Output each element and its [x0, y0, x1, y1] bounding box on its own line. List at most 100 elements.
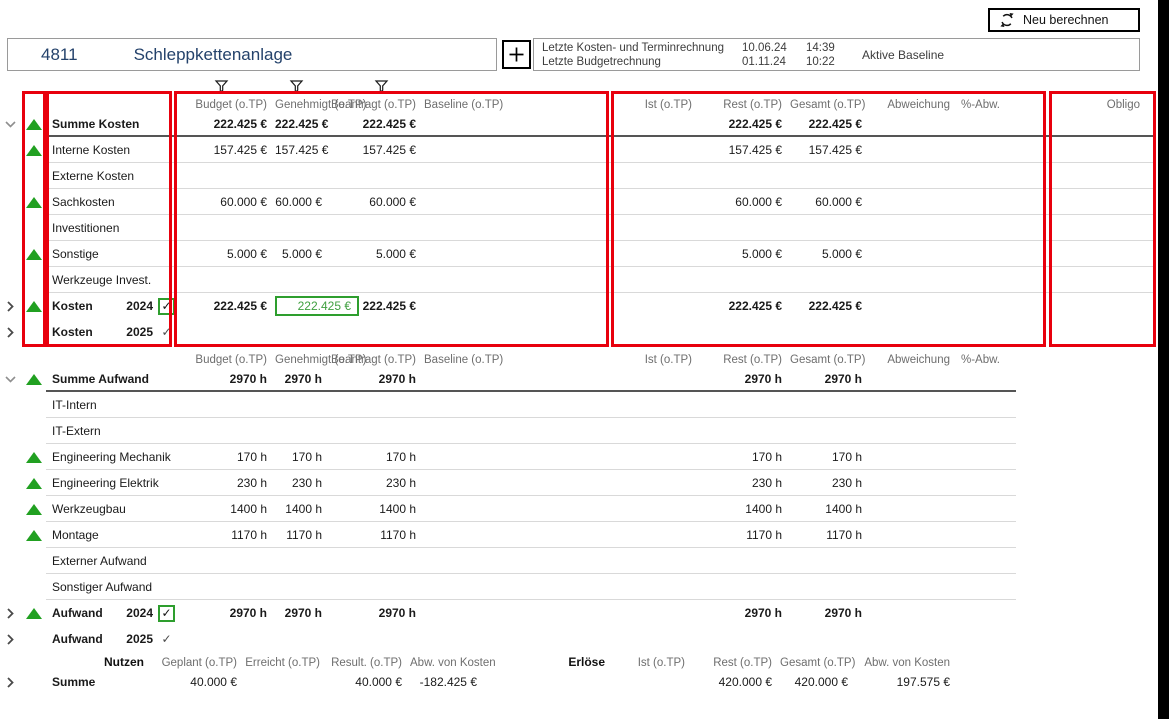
indicator-cell — [21, 392, 46, 418]
filter-icon[interactable] — [374, 80, 389, 99]
row-label: Montage — [52, 528, 99, 542]
indicator-cell — [21, 574, 46, 600]
value-cell: 230 h — [831, 476, 862, 490]
row-label: Aufwand — [52, 632, 103, 646]
column-header: Abweichung — [887, 354, 950, 366]
column-header: Abw. von Kosten — [864, 657, 950, 669]
chevron-placeholder — [0, 418, 21, 444]
chevron-down-icon[interactable] — [0, 366, 21, 392]
value-cell: 1400 h — [379, 502, 416, 516]
filter-icon[interactable] — [289, 80, 304, 99]
column-header: Ist (o.TP) — [644, 354, 692, 366]
column-header: Rest (o.TP) — [723, 354, 782, 366]
chevron-right-icon[interactable] — [0, 319, 21, 345]
selected-cell-value[interactable]: 222.425 € — [275, 296, 359, 316]
column-header: Obligo — [1106, 99, 1140, 111]
refresh-icon — [999, 12, 1015, 28]
row-label: Summe Kosten — [52, 117, 140, 131]
chevron-placeholder — [0, 215, 21, 241]
last-budget-date: 01.11.24 — [742, 55, 786, 68]
chevron-right-icon[interactable] — [0, 669, 21, 695]
project-id: 4811 — [41, 44, 78, 64]
indicator-cell — [21, 600, 46, 626]
row-label: IT-Intern — [52, 398, 97, 412]
indicator-cell — [21, 444, 46, 470]
chevron-right-icon[interactable] — [0, 293, 21, 319]
column-header: Erreicht (o.TP) — [245, 657, 320, 669]
table-row: Montage 1170 h 1170 h 1170 h 1170 h 1170 h — [0, 522, 1155, 548]
table-row: Externe Kosten — [0, 163, 1155, 189]
status-up-indicator-icon — [25, 248, 42, 260]
column-header: Baseline (o.TP) — [424, 354, 504, 366]
chevron-right-icon[interactable] — [0, 626, 21, 652]
table-row: Investitionen — [0, 215, 1155, 241]
value-cell: 5.000 € — [226, 247, 267, 261]
status-up-indicator-icon — [25, 373, 42, 385]
value-cell: 170 h — [236, 450, 267, 464]
add-button[interactable] — [502, 40, 531, 69]
value-cell: 2970 h — [378, 372, 416, 386]
year-checkbox[interactable]: ✓ — [158, 630, 175, 648]
row-label: Kosten — [52, 299, 93, 313]
row-label-cell: Investitionen — [46, 215, 175, 241]
chevron-placeholder — [0, 496, 21, 522]
value-cell: 60.000 € — [220, 195, 267, 209]
year-checkbox[interactable]: ✓ — [158, 323, 175, 341]
value-cell: 60.000 € — [275, 195, 322, 209]
row-label-cell: Interne Kosten — [46, 137, 175, 163]
column-header: Budget (o.TP) — [195, 354, 267, 366]
indicator-cell — [21, 522, 46, 548]
column-header: Beantragt (o.TP) — [330, 99, 416, 111]
table-row: Aufwand 2024 ✓ 2970 h 2970 h 2970 h 2970 h 2970… — [0, 600, 1155, 626]
year-checkbox[interactable]: ✓ — [158, 604, 175, 622]
column-header: Gesamt (o.TP) — [780, 657, 856, 669]
chevron-placeholder — [0, 522, 21, 548]
row-label: Sonstige — [52, 247, 99, 261]
value-cell: 157.425 € — [728, 143, 782, 157]
column-header: Beantragt (o.TP) — [330, 354, 416, 366]
value-cell: 40.000 € — [355, 675, 402, 689]
chevron-placeholder — [0, 548, 21, 574]
value-cell: 5.000 € — [375, 247, 416, 261]
row-label: Investitionen — [52, 221, 120, 235]
row-label-cell: Montage — [46, 522, 175, 548]
scrollbar-track[interactable] — [1158, 0, 1169, 719]
chevron-down-icon[interactable] — [0, 111, 21, 137]
row-label: Summe Aufwand — [52, 372, 149, 386]
row-label: Sachkosten — [52, 195, 115, 209]
year-checkbox[interactable]: ✓ — [158, 297, 175, 315]
value-cell: 2970 h — [744, 372, 782, 386]
costs-table: Budget (o.TP) Genehmigt (o.TP) Beantragt (… — [0, 93, 1155, 345]
value-cell: 222.425 € — [728, 299, 782, 313]
column-header: %-Abw. — [961, 354, 1000, 366]
table-row: Sachkosten 60.000 € 60.000 € 60.000 € 60.000… — [0, 189, 1155, 215]
row-label: Summe — [52, 675, 96, 689]
row-label: Externer Aufwand — [52, 554, 147, 568]
plus-icon — [508, 46, 525, 63]
value-cell: 222.425 € — [213, 299, 267, 313]
column-header: Erlöse — [568, 655, 605, 669]
indicator-cell — [21, 241, 46, 267]
value-cell: 230 h — [291, 476, 322, 490]
recalculate-button[interactable]: Neu berechnen — [988, 8, 1140, 32]
value-cell: 5.000 € — [741, 247, 782, 261]
calculation-info-bar: Letzte Kosten- und Terminrechnung Letzte… — [533, 38, 1140, 71]
last-cost-schedule-date: 10.06.24 — [742, 41, 787, 54]
value-cell: 60.000 € — [735, 195, 782, 209]
row-label-cell: Sonstiger Aufwand — [46, 574, 175, 600]
active-baseline-label: Aktive Baseline — [862, 47, 945, 62]
chevron-right-icon[interactable] — [0, 600, 21, 626]
chevron-placeholder — [0, 137, 21, 163]
table-row: Engineering Elektrik 230 h 230 h 230 h 230 h… — [0, 470, 1155, 496]
indicator-cell — [21, 548, 46, 574]
indicator-cell — [21, 293, 46, 319]
row-year: 2024 — [126, 606, 153, 620]
benefit-table: Nutzen Geplant (o.TP) Erreicht (o.TP) Resul… — [0, 652, 958, 695]
value-cell: 420.000 € — [794, 675, 848, 689]
table-row: Summe Aufwand 2970 h 2970 h 2970 h 2970 h 297… — [0, 366, 1155, 392]
row-label: Engineering Mechanik — [52, 450, 171, 464]
column-header: %-Abw. — [961, 99, 1000, 111]
filter-icon[interactable] — [214, 80, 229, 99]
value-cell: 1170 h — [826, 528, 862, 542]
status-up-indicator-icon — [25, 607, 42, 619]
